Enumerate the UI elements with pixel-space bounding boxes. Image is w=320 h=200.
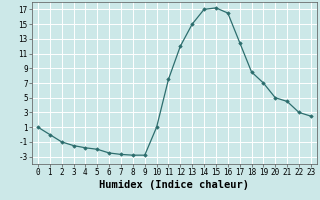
X-axis label: Humidex (Indice chaleur): Humidex (Indice chaleur) bbox=[100, 180, 249, 190]
